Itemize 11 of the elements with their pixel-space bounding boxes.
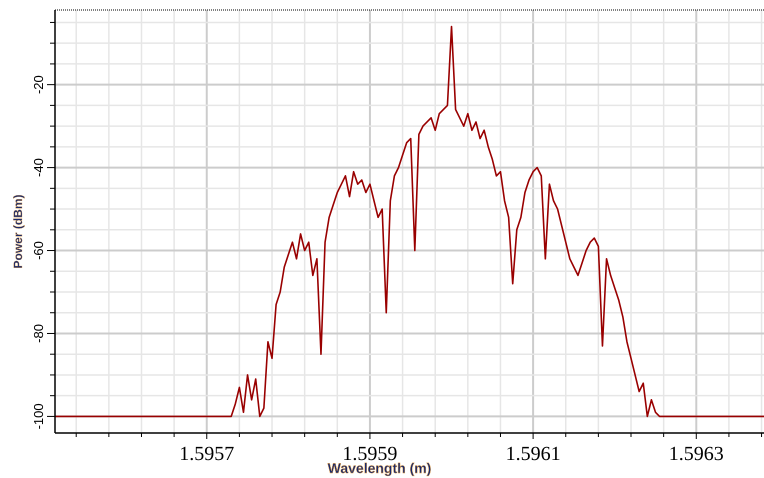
- x-tick-label: 1.5963: [668, 443, 724, 465]
- x-axis-title: Wavelength (m): [328, 460, 432, 476]
- y-tick-label: -100: [31, 403, 46, 430]
- y-axis-title: Power (dBm): [11, 194, 25, 269]
- y-tick-label: -60: [31, 241, 46, 260]
- line-series: [54, 26, 764, 418]
- y-tick-label: -80: [31, 324, 46, 343]
- x-tick-label: 1.5961: [506, 443, 561, 465]
- y-tick-label: -20: [31, 75, 46, 94]
- y-tick-label: -40: [31, 158, 46, 177]
- x-tick-label: 1.5957: [179, 443, 234, 465]
